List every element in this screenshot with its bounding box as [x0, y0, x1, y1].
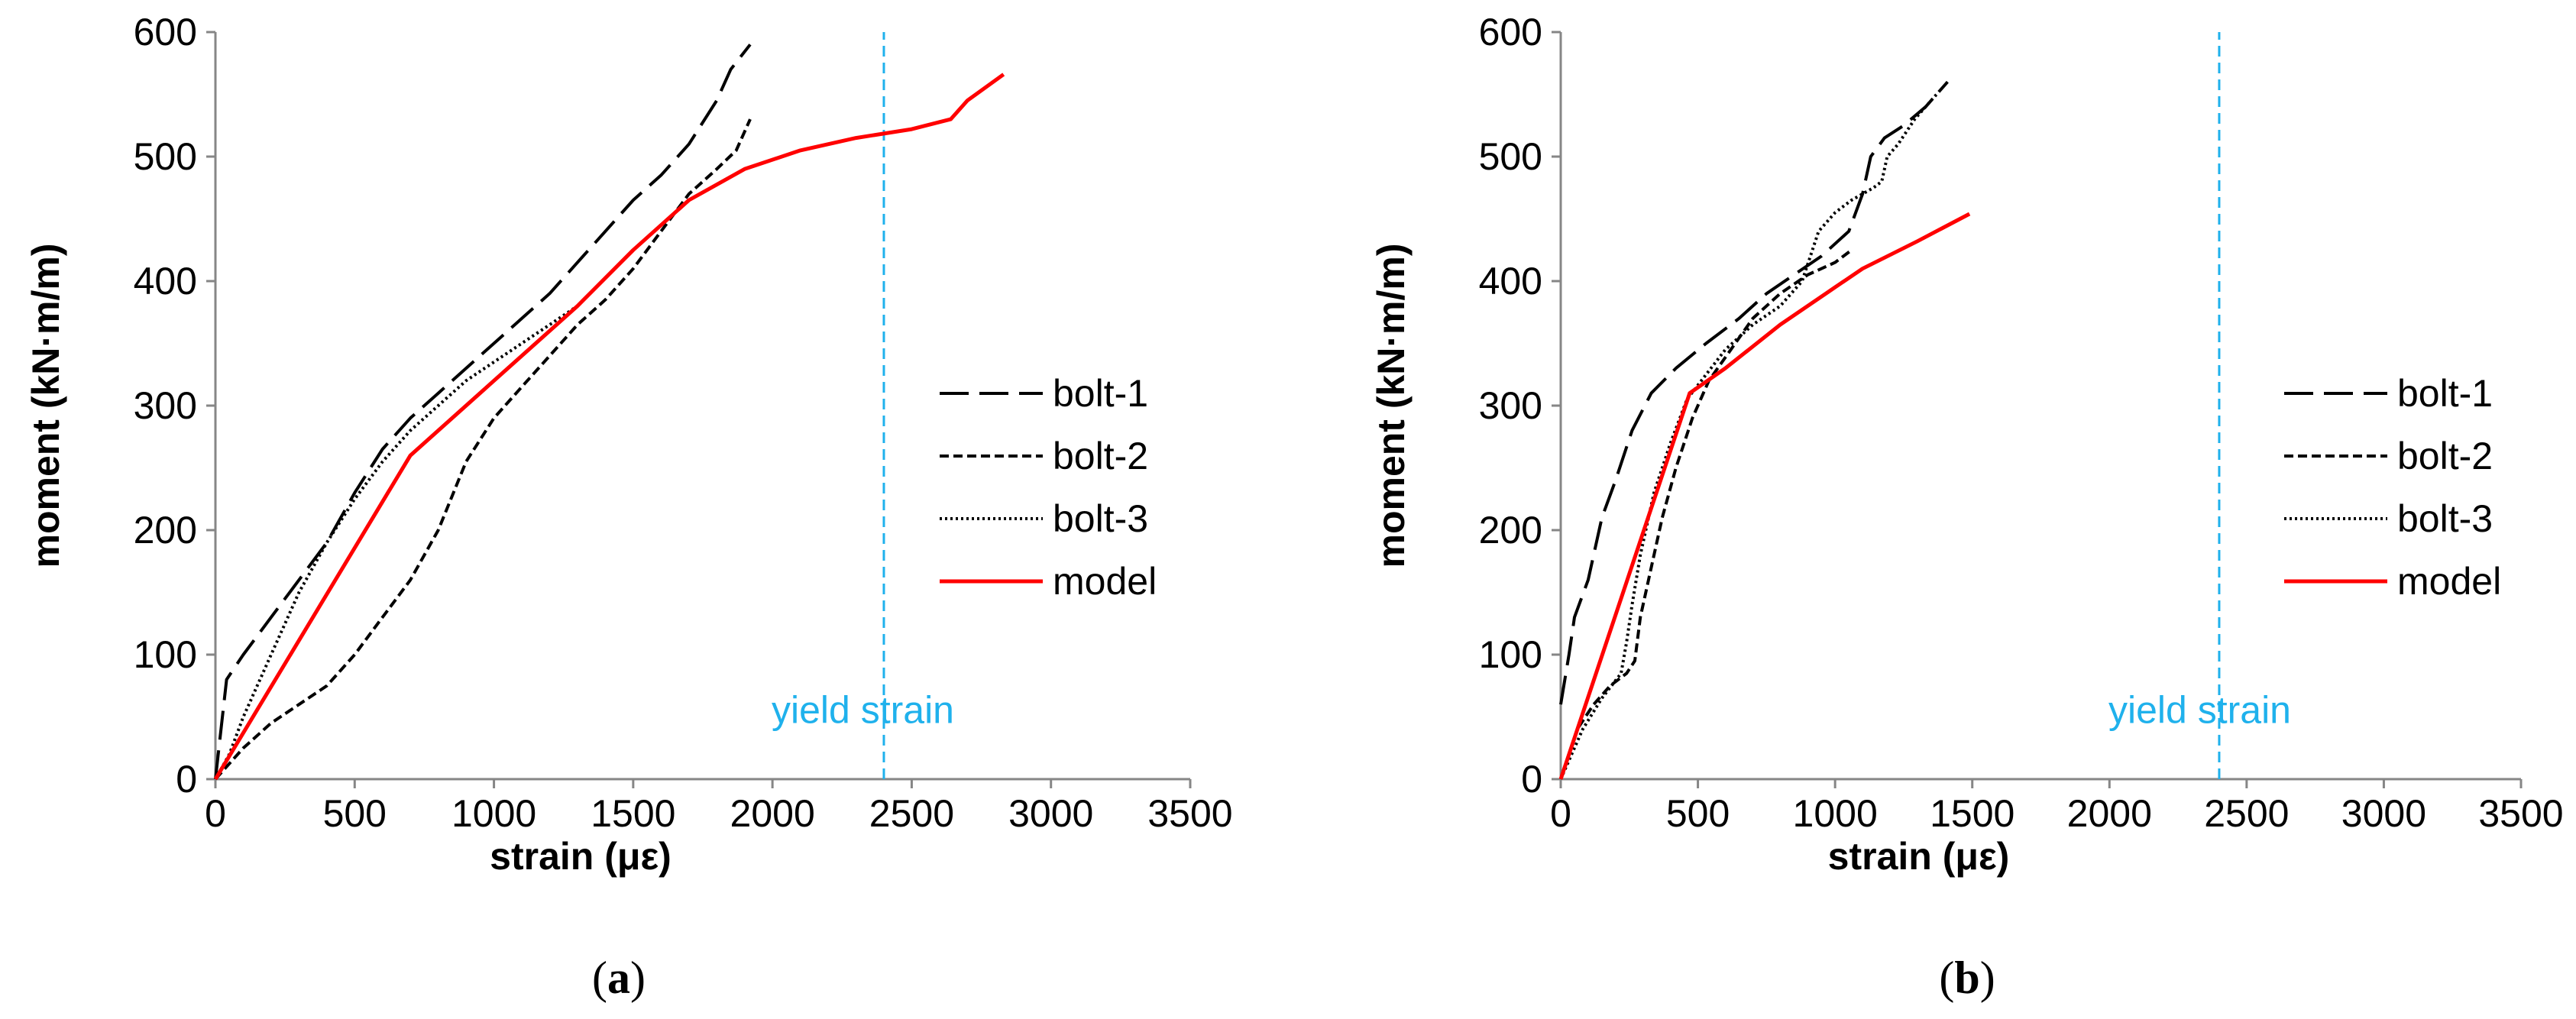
legend-label-bolt-3: bolt-3: [2397, 497, 2493, 540]
series-line-bolt-1: [1559, 80, 1949, 705]
chart-panel-a: 0 500 1000 1500 2000 2500 3000 3500 0 100 200 300 40…: [24, 11, 1233, 1003]
series-line-bolt-1: [214, 44, 752, 780]
x-tick-label: 3500: [2478, 792, 2563, 835]
x-tick-label: 500: [1666, 792, 1730, 835]
y-tick-label: 100: [1479, 633, 1542, 676]
panel-caption-letter: a: [607, 953, 630, 1003]
x-tick-label: 1500: [1930, 792, 2015, 835]
legend-label-bolt-1: bolt-1: [1053, 372, 1148, 415]
y-axis-label: moment (kN·m/m): [24, 243, 67, 568]
y-tick-label: 500: [1479, 135, 1542, 178]
legend-label-bolt-2: bolt-2: [2397, 435, 2493, 477]
series-line-model: [213, 73, 1005, 781]
y-tick-label: 300: [134, 384, 197, 427]
x-tick-label: 1000: [1793, 792, 1878, 835]
y-tick-label: 500: [134, 135, 197, 178]
y-axis-label: moment (kN·m/m): [1370, 243, 1413, 568]
panel-caption: (b): [1939, 953, 1995, 1003]
x-tick-label: 3000: [2341, 792, 2426, 835]
x-tick-label: 1000: [451, 792, 536, 835]
yield-strain-label: yield strain: [2108, 689, 2291, 732]
y-tick-label: 600: [134, 11, 197, 53]
series-line-bolt-3: [1559, 93, 1938, 780]
chart-panel-b: 0 500 1000 1500 2000 2500 3000 3500 0 100 200 300 40…: [1370, 11, 2564, 1003]
y-tick-label: 400: [134, 260, 197, 302]
panel-caption-letter: b: [1954, 953, 1979, 1003]
legend-label-bolt-1: bolt-1: [2397, 372, 2493, 415]
y-tick-label: 0: [1521, 758, 1542, 801]
y-tick-label: 200: [1479, 509, 1542, 552]
x-axis-label: strain (με): [1828, 835, 2010, 878]
y-tick-label: 600: [1479, 11, 1542, 53]
x-tick-label: 2500: [2204, 792, 2289, 835]
x-tick-label: 0: [1550, 792, 1571, 835]
series-line-bolt-3: [214, 304, 579, 780]
legend-label-model: model: [1053, 560, 1157, 603]
x-tick-label: 3500: [1147, 792, 1232, 835]
series-line-model: [1558, 212, 1971, 780]
y-tick-label: 400: [1479, 260, 1542, 302]
y-tick-label: 100: [134, 633, 197, 676]
x-tick-label: 2000: [730, 792, 815, 835]
legend-label-bolt-2: bolt-2: [1053, 435, 1148, 477]
legend-label-model: model: [2397, 560, 2501, 603]
x-tick-label: 1500: [591, 792, 675, 835]
y-tick-label: 0: [176, 758, 197, 801]
x-tick-label: 3000: [1008, 792, 1093, 835]
x-axis-label: strain (με): [490, 835, 672, 878]
series-line-bolt-2: [1559, 248, 1853, 780]
y-tick-label: 200: [134, 509, 197, 552]
x-tick-label: 2000: [2067, 792, 2152, 835]
x-tick-label: 500: [323, 792, 387, 835]
yield-strain-label: yield strain: [772, 689, 954, 732]
y-tick-label: 300: [1479, 384, 1542, 427]
legend-label-bolt-3: bolt-3: [1053, 497, 1148, 540]
x-tick-label: 2500: [869, 792, 954, 835]
panel-caption: (a): [592, 953, 646, 1003]
x-tick-label: 0: [205, 792, 226, 835]
